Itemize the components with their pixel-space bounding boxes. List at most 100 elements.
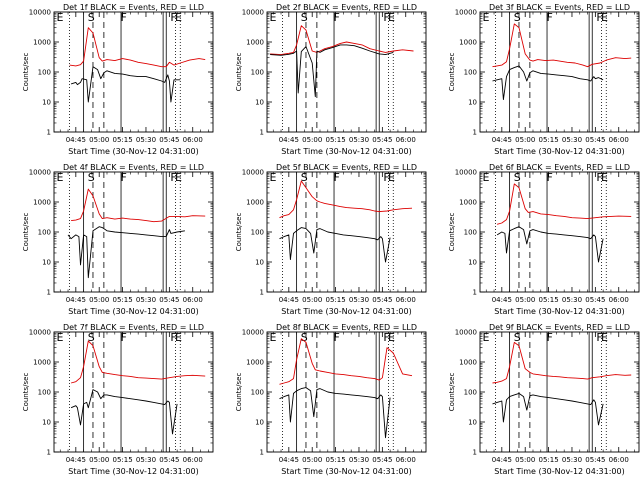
event-marker-label: S <box>514 331 521 344</box>
y-tick-label: 10000 <box>455 9 477 17</box>
event-marker-label: E <box>483 11 490 24</box>
y-tick-label: 1 <box>47 449 51 457</box>
series-line-events <box>270 45 393 97</box>
x-tick-label: 04:45 <box>66 296 86 304</box>
x-tick-label: 05:45 <box>585 456 605 464</box>
event-marker-label: E <box>57 171 64 184</box>
y-axis-label: Counts/sec <box>448 373 456 412</box>
series-line-events <box>280 388 391 438</box>
event-marker-label: F <box>546 331 552 344</box>
event-marker-label: F <box>546 11 552 24</box>
y-tick-label: 1000 <box>459 199 477 207</box>
event-marker-label: E <box>270 331 277 344</box>
y-tick-label: 10 <box>255 419 264 427</box>
x-axis-label: Start Time (30-Nov-12 04:31:00) <box>68 467 198 476</box>
y-tick-label: 10000 <box>29 169 51 177</box>
y-tick-label: 1000 <box>246 39 264 47</box>
series-line-lld <box>280 339 413 385</box>
event-marker-label: E <box>270 11 277 24</box>
x-tick-label: 05:45 <box>159 456 179 464</box>
panel-title: Det 7f BLACK = Events, RED = LLD <box>63 323 204 332</box>
event-marker-label: E <box>57 11 64 24</box>
x-tick-label: 05:00 <box>89 136 109 144</box>
event-marker-label: S <box>88 11 95 24</box>
x-axis-label: Start Time (30-Nov-12 04:31:00) <box>281 147 411 156</box>
plot-frame <box>54 332 213 452</box>
series-line-events <box>71 67 180 102</box>
x-tick-label: 04:45 <box>492 296 512 304</box>
panel-3: Det 3f BLACK = Events, RED = LLDCounts/s… <box>448 3 639 156</box>
y-tick-label: 1 <box>47 289 51 297</box>
series-line-lld <box>71 189 205 222</box>
y-axis-label: Counts/sec <box>448 213 456 252</box>
x-tick-label: 05:30 <box>562 136 582 144</box>
series-line-events <box>493 66 604 100</box>
x-tick-label: 05:15 <box>538 136 558 144</box>
panel-4: Det 4f BLACK = Events, RED = LLDCounts/s… <box>22 163 213 316</box>
event-marker-label: E <box>601 331 608 344</box>
y-tick-label: 100 <box>251 229 264 237</box>
y-tick-label: 100 <box>38 69 51 77</box>
y-tick-label: 1000 <box>33 39 51 47</box>
panel-8: Det 8f BLACK = Events, RED = LLD Counts/s… <box>235 323 426 476</box>
x-tick-label: 05:30 <box>349 296 369 304</box>
y-tick-label: 1000 <box>33 199 51 207</box>
x-tick-label: 05:00 <box>515 456 535 464</box>
x-tick-label: 04:45 <box>492 136 512 144</box>
y-tick-label: 10000 <box>29 9 51 17</box>
y-tick-label: 10 <box>468 99 477 107</box>
event-marker-label: E <box>175 171 182 184</box>
series-line-lld <box>270 26 413 55</box>
panel-1: Det 1f BLACK = Events, RED = LLD Counts/s… <box>22 3 213 156</box>
x-tick-label: 05:00 <box>515 296 535 304</box>
x-tick-label: 05:30 <box>136 136 156 144</box>
y-tick-label: 1 <box>473 449 477 457</box>
x-tick-label: 05:30 <box>136 296 156 304</box>
y-tick-label: 1 <box>260 289 264 297</box>
y-tick-label: 100 <box>464 69 477 77</box>
plot-frame <box>480 172 639 292</box>
event-marker-label: F <box>333 171 339 184</box>
panel-title: Det 8f BLACK = Events, RED = LLD <box>276 323 417 332</box>
x-tick-label: 05:45 <box>372 296 392 304</box>
x-tick-label: 05:45 <box>372 456 392 464</box>
x-tick-label: 05:30 <box>562 456 582 464</box>
x-tick-label: 05:00 <box>302 296 322 304</box>
y-tick-label: 10000 <box>455 169 477 177</box>
y-tick-label: 10 <box>468 419 477 427</box>
x-tick-label: 06:00 <box>396 136 416 144</box>
panel-title: Det 5f BLACK = Events, RED = LLD <box>276 163 417 172</box>
panel-7: Det 7f BLACK = Events, RED = LLDCounts/s… <box>22 323 213 476</box>
x-axis-label: Start Time (30-Nov-12 04:31:00) <box>494 307 624 316</box>
series-line-lld <box>70 28 206 67</box>
y-axis-label: Counts/sec <box>235 53 243 92</box>
x-tick-label: 05:45 <box>585 136 605 144</box>
y-tick-label: 10000 <box>242 9 264 17</box>
x-tick-label: 05:45 <box>372 136 392 144</box>
event-marker-label: F <box>333 11 339 24</box>
y-tick-label: 1000 <box>459 359 477 367</box>
event-marker-label: E <box>388 331 395 344</box>
event-marker-label: F <box>120 171 126 184</box>
x-tick-label: 05:45 <box>159 136 179 144</box>
series-line-events <box>493 393 604 425</box>
y-tick-label: 1000 <box>459 39 477 47</box>
event-marker-label: E <box>388 171 395 184</box>
event-marker-label: E <box>601 11 608 24</box>
y-tick-label: 10 <box>42 99 51 107</box>
event-marker-label: F <box>333 331 339 344</box>
event-marker-label: F <box>120 11 126 24</box>
x-tick-label: 05:15 <box>112 296 132 304</box>
x-axis-label: Start Time (30-Nov-12 04:31:00) <box>68 147 198 156</box>
event-marker-label: E <box>388 11 395 24</box>
y-tick-label: 100 <box>251 69 264 77</box>
panel-title: Det 2f BLACK = Events, RED = LLD <box>276 3 417 12</box>
y-tick-label: 100 <box>38 389 51 397</box>
x-axis-label: Start Time (30-Nov-12 04:31:00) <box>494 467 624 476</box>
event-marker-label: E <box>601 171 608 184</box>
x-tick-label: 05:15 <box>325 136 345 144</box>
y-tick-label: 10 <box>468 259 477 267</box>
y-tick-label: 10 <box>42 419 51 427</box>
x-axis-label: Start Time (30-Nov-12 04:31:00) <box>494 147 624 156</box>
x-tick-label: 04:45 <box>279 136 299 144</box>
